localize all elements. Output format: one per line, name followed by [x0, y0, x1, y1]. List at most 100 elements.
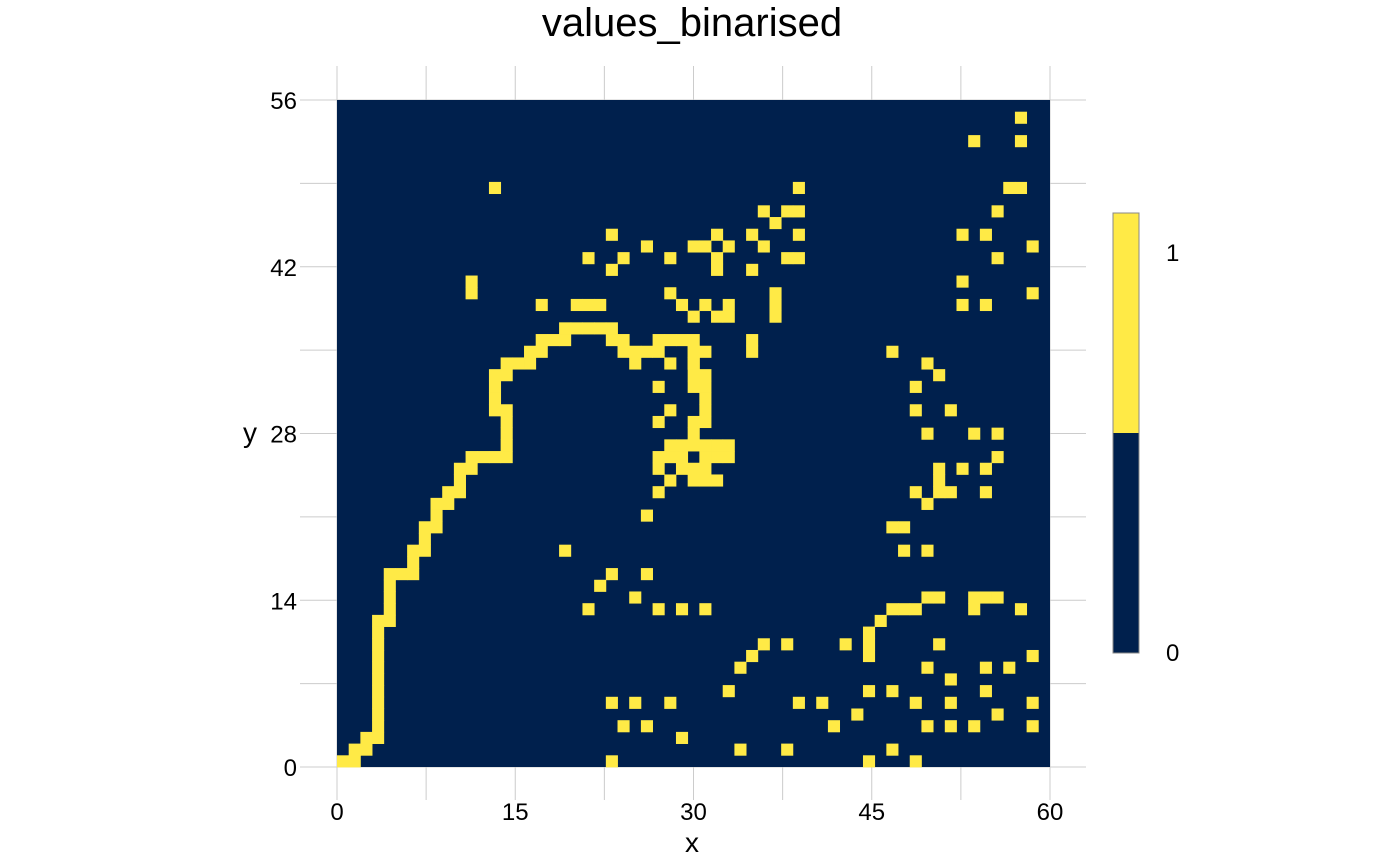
heatmap-cell — [862, 649, 876, 663]
heatmap-cell — [664, 474, 677, 487]
heatmap-cell — [500, 369, 513, 382]
heatmap-cell — [582, 252, 595, 265]
heatmap-cell — [453, 462, 466, 475]
heatmap-cell — [664, 404, 677, 417]
heatmap-cell — [687, 310, 700, 323]
heatmap-cell — [488, 451, 502, 464]
heatmap-cell — [909, 486, 922, 499]
heatmap-cell — [687, 369, 700, 382]
x-tick-label: 0 — [330, 799, 343, 826]
heatmap-cell — [442, 486, 455, 499]
heatmap-cell — [687, 240, 700, 253]
heatmap-cell — [430, 521, 443, 534]
heatmap-cell — [944, 404, 957, 417]
heatmap-cell — [781, 638, 794, 651]
heatmap-cell — [711, 439, 724, 452]
heatmap-cell — [687, 380, 700, 393]
heatmap-cell — [746, 228, 759, 241]
chart-title: values_binarised — [542, 1, 842, 45]
heatmap-cell — [769, 217, 782, 230]
heatmap-cell — [874, 614, 887, 627]
heatmap-cell — [675, 298, 689, 312]
heatmap-cell — [722, 451, 735, 464]
heatmap-cell — [640, 240, 653, 253]
legend-label: 0 — [1166, 640, 1179, 667]
heatmap-cell — [383, 579, 396, 592]
heatmap-cell — [687, 474, 700, 487]
heatmap-cell — [675, 451, 689, 464]
heatmap-cell — [407, 556, 420, 569]
heatmap-cell — [921, 497, 934, 510]
heatmap-cell — [500, 451, 513, 464]
x-tick-labels: 0 15 30 45 60 — [330, 799, 1063, 826]
heatmap-cell — [792, 181, 805, 195]
heatmap-cell — [979, 486, 992, 499]
heatmap-cell — [675, 334, 689, 347]
heatmap-cell — [687, 334, 700, 347]
heatmap-cell — [699, 462, 712, 475]
color-legend: 01 — [1112, 212, 1179, 667]
heatmap-cell — [617, 252, 630, 265]
heatmap-cell — [1014, 135, 1028, 148]
heatmap-cell — [664, 334, 677, 347]
heatmap-cell — [1014, 111, 1028, 124]
y-tick-labels: 0 14 28 42 56 — [270, 88, 297, 782]
cell-layer — [337, 111, 1039, 768]
heatmap-cell — [1026, 696, 1039, 709]
heatmap-cell — [909, 380, 922, 393]
heatmap-cell — [465, 451, 478, 464]
heatmap-cell — [862, 685, 876, 698]
heatmap-cell — [956, 462, 969, 475]
heatmap-cell — [629, 357, 642, 370]
heatmap-cell — [582, 603, 595, 616]
heatmap-cell — [687, 427, 700, 440]
heatmap-cell — [640, 568, 653, 581]
heatmap-cell — [605, 263, 618, 276]
x-tick-label: 30 — [680, 799, 707, 826]
heatmap-cell — [991, 252, 1004, 265]
heatmap-cell — [535, 334, 548, 347]
heatmap-cell — [652, 603, 665, 616]
y-axis-label: y — [243, 417, 257, 448]
heatmap-cell — [979, 298, 992, 312]
heatmap-cell — [488, 404, 502, 417]
heatmap-cell — [944, 720, 957, 733]
heatmap-cell — [488, 369, 502, 382]
heatmap-cell — [839, 638, 852, 651]
heatmap-cell — [605, 322, 618, 335]
heatmap-cell — [664, 451, 677, 464]
heatmap-cell — [792, 228, 805, 241]
heatmap-cell — [886, 685, 899, 698]
heatmap-cell — [711, 252, 724, 265]
heatmap-cell — [781, 743, 794, 756]
heatmap-cell — [699, 369, 712, 382]
heatmap-cell — [687, 415, 700, 429]
heatmap-cell — [360, 743, 373, 756]
heatmap-cell — [933, 638, 946, 651]
heatmap-cell — [430, 497, 443, 510]
heatmap-cell — [559, 544, 572, 557]
y-tick-label: 28 — [270, 422, 297, 449]
heatmap-cell — [968, 591, 981, 604]
heatmap-cell — [699, 298, 712, 312]
heatmap-cell — [500, 439, 513, 452]
heatmap-cell — [933, 474, 946, 487]
heatmap-cell — [921, 357, 934, 370]
heatmap-cell — [640, 509, 653, 522]
heatmap-cell — [372, 614, 385, 627]
heatmap-cell — [675, 603, 689, 616]
heatmap-cell — [711, 310, 724, 323]
heatmap-cell — [781, 205, 794, 218]
heatmap-cell — [675, 439, 689, 452]
heatmap-cell — [594, 579, 607, 592]
heatmap-cell — [559, 334, 572, 347]
heatmap-cell — [582, 298, 595, 312]
heatmap-cell — [792, 205, 805, 218]
heatmap-cell — [465, 275, 478, 288]
heatmap-cell — [792, 252, 805, 265]
heatmap-cell — [827, 720, 841, 733]
heatmap-cell — [524, 345, 537, 358]
heatmap-cell — [1003, 181, 1016, 195]
heatmap-cell — [722, 439, 735, 452]
heatmap-cell — [687, 462, 700, 475]
